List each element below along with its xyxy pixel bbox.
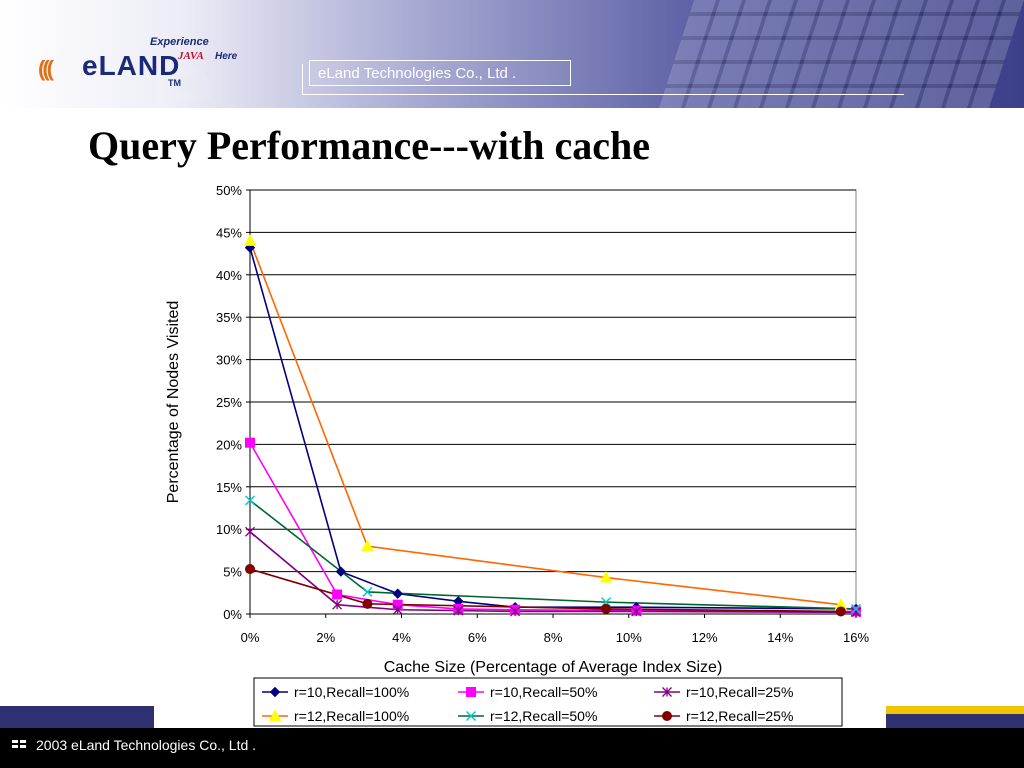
y-tick-label: 40% bbox=[216, 268, 242, 283]
data-point-s6-2 bbox=[362, 598, 373, 609]
chart-container: 0% 5% 10% 15% 20% 25% 30% 35% 40% 45% 50% 0% 2% 4% 6% 8… bbox=[154, 176, 886, 728]
data-point-s3-6 bbox=[631, 606, 642, 617]
footer-bar bbox=[0, 728, 1024, 768]
x-tick-label: 14% bbox=[767, 630, 793, 645]
data-point-s3-4 bbox=[453, 605, 464, 616]
signal-waves-icon: ((( bbox=[38, 56, 54, 81]
watermark-logo: e bbox=[150, 22, 217, 108]
legend-label-1: r=10,Recall=100% bbox=[294, 684, 409, 700]
x-axis-label: Cache Size (Percentage of Average Index … bbox=[384, 659, 723, 676]
data-point-s6-3 bbox=[601, 603, 612, 614]
keyboard-graphic bbox=[658, 0, 1024, 108]
header-divider-vertical bbox=[302, 64, 303, 94]
logo-tagline-experience: Experience bbox=[150, 36, 209, 48]
y-tick-label: 15% bbox=[216, 480, 242, 495]
logo-tm: TM bbox=[168, 78, 181, 88]
data-point-s3-3 bbox=[392, 604, 403, 615]
logo-tagline-here: Here bbox=[215, 51, 238, 62]
legend-marker-4 bbox=[268, 709, 282, 721]
x-tick-label: 8% bbox=[544, 630, 563, 645]
x-tick-label: 6% bbox=[468, 630, 487, 645]
header-banner: e ((( eLAND TM Experience JAVA Here eLan… bbox=[0, 0, 1024, 108]
x-tick-label: 10% bbox=[616, 630, 642, 645]
x-tick-label: 2% bbox=[316, 630, 335, 645]
data-point-s4-1 bbox=[243, 234, 257, 246]
legend-label-3: r=10,Recall=25% bbox=[686, 684, 793, 700]
footer-bullet-icon bbox=[12, 740, 28, 750]
legend-marker-5 bbox=[465, 710, 477, 722]
company-name-box: eLand Technologies Co., Ltd . bbox=[309, 60, 571, 86]
legend-label-5: r=12,Recall=50% bbox=[490, 708, 597, 724]
data-point-s5-1 bbox=[244, 495, 256, 506]
data-point-s1-3 bbox=[392, 588, 403, 599]
data-point-s2-2 bbox=[332, 589, 343, 600]
data-point-s3-2 bbox=[332, 599, 343, 610]
y-tick-label: 30% bbox=[216, 353, 242, 368]
data-point-s3-5 bbox=[510, 606, 521, 617]
legend-label-6: r=12,Recall=25% bbox=[686, 708, 793, 724]
series-line-5 bbox=[249, 499, 857, 610]
y-tick-label: 5% bbox=[223, 565, 242, 580]
legend-label-2: r=10,Recall=50% bbox=[490, 684, 597, 700]
legend-marker-1 bbox=[269, 686, 281, 698]
y-tick-label: 10% bbox=[216, 522, 242, 537]
slide-title: Query Performance---with cache bbox=[88, 123, 650, 168]
footer-stripe-left bbox=[0, 706, 154, 728]
y-tick-label: 35% bbox=[216, 310, 242, 325]
data-point-s4-3 bbox=[599, 570, 613, 583]
data-point-s1-2 bbox=[335, 566, 347, 577]
data-point-s6-4 bbox=[835, 606, 846, 617]
footer-gold-stripe bbox=[886, 706, 1024, 714]
legend-marker-6 bbox=[662, 711, 672, 721]
data-point-s5-2 bbox=[362, 586, 373, 597]
eland-logo: ((( eLAND TM Experience JAVA Here bbox=[38, 34, 258, 98]
y-axis-label: Percentage of Nodes Visited bbox=[165, 301, 182, 504]
series-line-6 bbox=[249, 568, 841, 613]
footer-stripe-right bbox=[886, 706, 1024, 728]
data-point-s6-1 bbox=[245, 564, 255, 575]
x-tick-label: 16% bbox=[843, 630, 869, 645]
data-point-s5-4 bbox=[850, 603, 862, 614]
legend-marker-3 bbox=[662, 687, 672, 697]
x-tick-label: 4% bbox=[392, 630, 411, 645]
legend-label-4: r=12,Recall=100% bbox=[294, 708, 409, 724]
x-tick-label: 12% bbox=[691, 630, 717, 645]
y-tick-label: 0% bbox=[223, 607, 242, 622]
legend-marker-2 bbox=[466, 687, 476, 697]
data-point-s4-2 bbox=[361, 539, 374, 552]
header-divider bbox=[302, 94, 904, 95]
line-chart: 0% 5% 10% 15% 20% 25% 30% 35% 40% 45% 50% 0% 2% 4% 6% 8… bbox=[165, 183, 869, 727]
y-tick-label: 45% bbox=[216, 225, 242, 240]
data-point-s3-1 bbox=[245, 526, 255, 537]
series-line-4 bbox=[249, 240, 841, 606]
logo-tagline-java: JAVA bbox=[178, 50, 204, 62]
y-tick-label: 25% bbox=[216, 395, 242, 410]
x-tick-label: 0% bbox=[241, 630, 260, 645]
y-tick-label: 20% bbox=[216, 437, 242, 452]
data-point-s2-1 bbox=[245, 437, 255, 448]
legend bbox=[253, 677, 843, 727]
logo-wordmark: eLAND bbox=[82, 50, 181, 81]
footer-copyright: 2003 eLand Technologies Co., Ltd . bbox=[36, 737, 257, 753]
y-tick-label: 50% bbox=[216, 183, 242, 198]
